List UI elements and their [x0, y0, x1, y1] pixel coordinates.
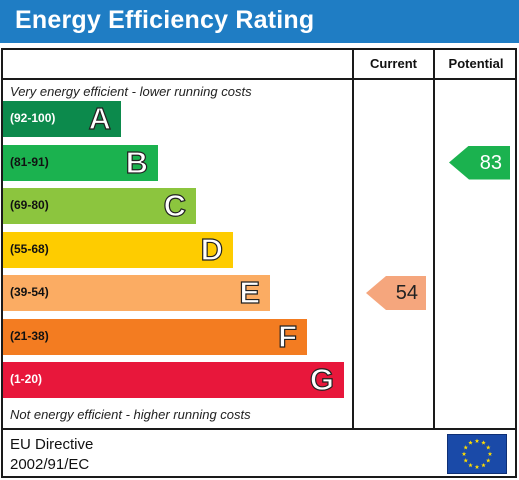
- band-letter-label: D: [200, 231, 224, 267]
- eu-flag-icon: [447, 434, 507, 474]
- band-a: (92-100) A: [3, 100, 121, 137]
- eu-directive-number: 2002/91/EC: [10, 456, 90, 473]
- band-range-label: (69-80): [10, 198, 49, 212]
- footer-divider: [1, 428, 517, 430]
- eu-star: [474, 438, 480, 443]
- band-b: (81-91) B: [3, 144, 158, 181]
- eu-star: [481, 462, 486, 468]
- eu-star: [463, 445, 469, 450]
- band-f: (21-38) F: [3, 318, 307, 355]
- band-e: (39-54) E: [3, 274, 270, 311]
- potential-rating-value: 83: [479, 151, 502, 174]
- eu-directive-label: EU Directive: [10, 436, 94, 453]
- page-title: Energy Efficiency Rating: [15, 6, 315, 34]
- band-range-label: (81-91): [10, 154, 49, 169]
- band-letter-label: E: [239, 274, 261, 310]
- eu-star: [481, 440, 486, 445]
- band-letter-label: A: [88, 100, 112, 136]
- band-letter-label: B: [125, 144, 149, 180]
- eu-star: [474, 464, 480, 469]
- band-c: (69-80) C: [3, 187, 196, 224]
- title-bar: Energy Efficiency Rating: [0, 0, 519, 43]
- divider-potential: [433, 48, 435, 430]
- band-range-label: (39-54): [10, 285, 49, 299]
- potential-column-header: Potential: [448, 56, 504, 71]
- divider-current: [352, 48, 354, 430]
- eu-star: [461, 451, 467, 456]
- eu-star: [487, 451, 493, 456]
- band-range-label: (92-100): [10, 111, 56, 125]
- eu-star: [468, 462, 473, 468]
- current-column-header: Current: [370, 56, 417, 71]
- band-letter-label: C: [163, 187, 187, 223]
- band-d: (55-68) D: [3, 231, 233, 268]
- current-rating-value: 54: [395, 282, 418, 304]
- band-range-label: (1-20): [10, 372, 43, 386]
- bottom-caption: Not energy efficient - higher running co…: [10, 407, 251, 422]
- eu-star: [463, 458, 469, 463]
- eu-star: [485, 445, 491, 450]
- header-divider: [1, 78, 517, 80]
- band-letter-label: G: [309, 361, 334, 397]
- band-letter-label: F: [277, 318, 297, 354]
- eu-star: [468, 440, 473, 445]
- band-range-label: (55-68): [10, 241, 49, 256]
- top-caption: Very energy efficient - lower running co…: [10, 84, 252, 99]
- band-g: (1-20) G: [3, 361, 344, 398]
- rating-frame: [1, 48, 517, 478]
- band-range-label: (21-38): [10, 328, 49, 343]
- eu-star: [485, 458, 491, 463]
